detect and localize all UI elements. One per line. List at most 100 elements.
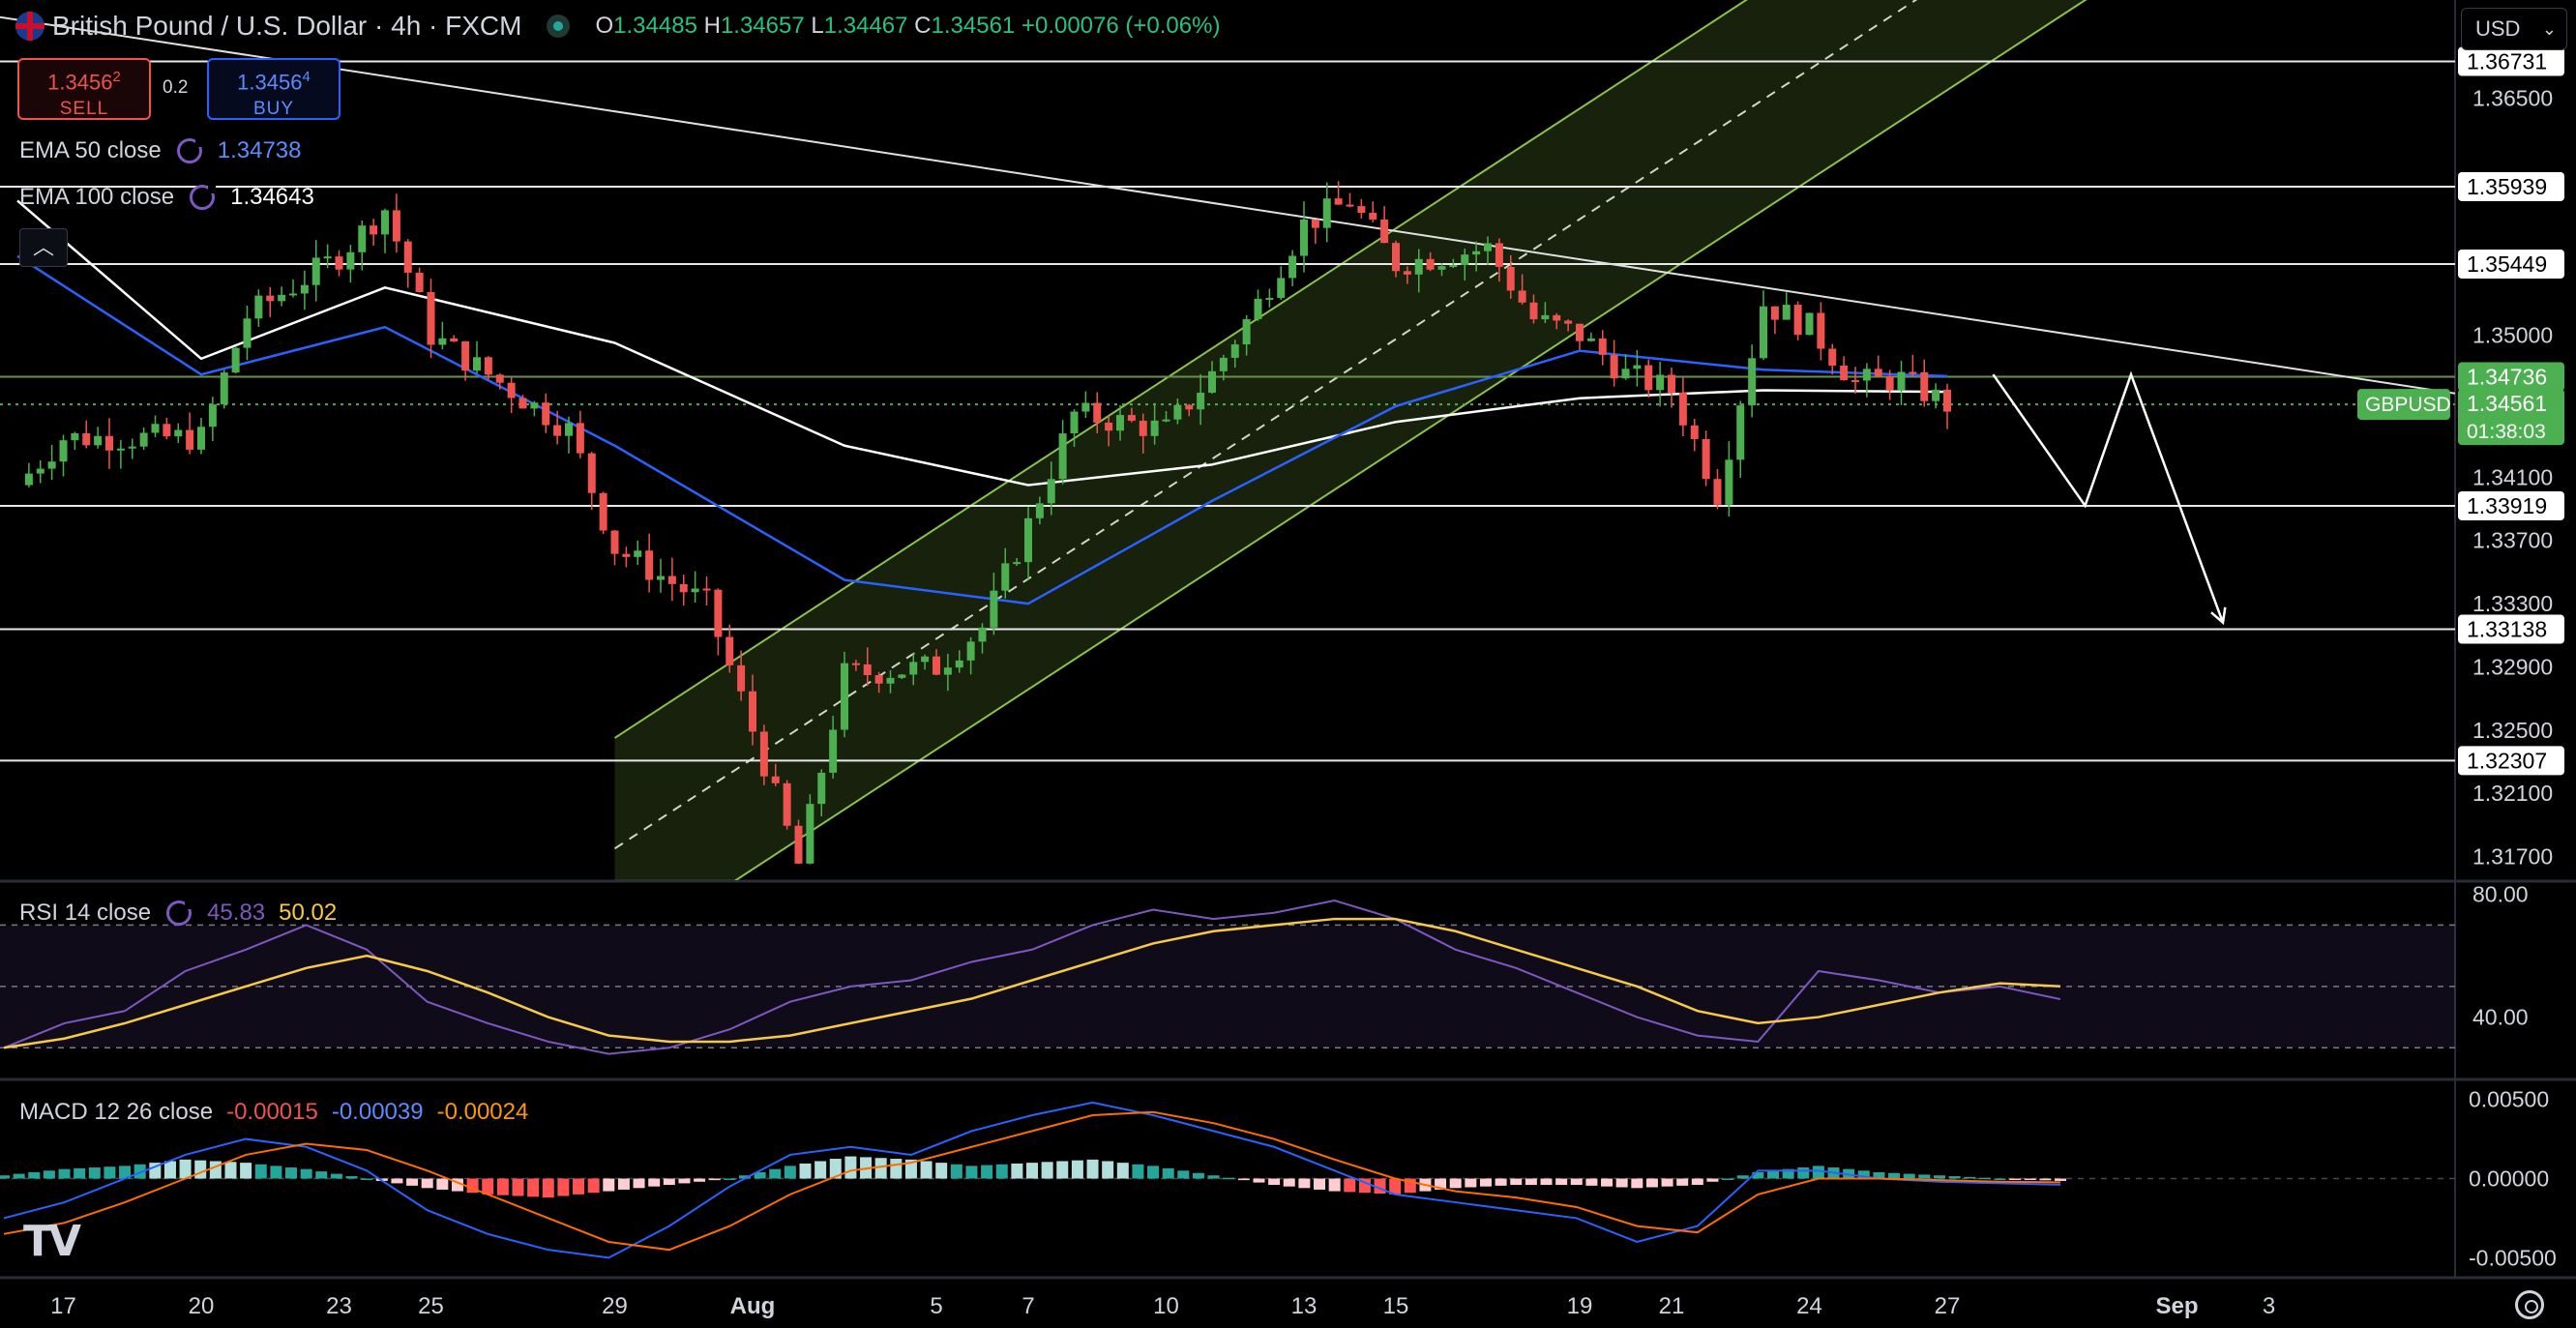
macd-histogram-bar [1086, 1159, 1099, 1179]
symbol-badge-bg [2357, 389, 2450, 421]
ema50-refresh-icon[interactable] [176, 138, 203, 163]
level-price-label-bg [2458, 46, 2564, 76]
ema100-line [16, 199, 1948, 487]
macd-histogram-bar [512, 1178, 524, 1196]
time-axis-tick: Sep [2155, 1293, 2198, 1319]
candle-body [933, 656, 940, 675]
rsi-line [3, 900, 2061, 1055]
candle-body [634, 550, 642, 557]
candle-body [1449, 265, 1458, 268]
collapse-legend-button[interactable]: ︿ [19, 228, 68, 267]
macd-legend[interactable]: MACD 12 26 close -0.00015 -0.00039 -0.00… [19, 1099, 528, 1126]
candle-body [1874, 369, 1882, 376]
ema50-value: 1.34738 [217, 137, 302, 163]
sell-button[interactable]: 1.34562 SELL [17, 58, 151, 120]
candle-body [610, 530, 619, 554]
macd-histogram-bar [1283, 1178, 1295, 1187]
macd-histogram-bar [890, 1159, 903, 1179]
candle-body [289, 293, 297, 296]
macd-histogram-bar [2009, 1178, 2022, 1180]
macd-histogram-bar [844, 1156, 857, 1179]
macd-histogram-bar [1071, 1160, 1083, 1179]
macd-histogram-bar [1570, 1178, 1583, 1186]
candle-body [978, 627, 987, 642]
macd-histogram-bar [1314, 1178, 1326, 1190]
macd-histogram-bar [1933, 1175, 1945, 1179]
candle-body [1909, 371, 1917, 374]
candle-body [484, 357, 492, 375]
ema100-legend[interactable]: EMA 100 close 1.34643 [19, 184, 314, 211]
candle-body [1529, 302, 1538, 320]
macd-histogram-bar [1268, 1178, 1281, 1186]
macd-histogram-bar [43, 1170, 55, 1179]
tradingview-logo[interactable]: TV [23, 1217, 81, 1266]
channel-lower-line [733, 0, 2087, 880]
macd-histogram-bar [2024, 1178, 2036, 1180]
level-price-label: 1.35449 [2467, 251, 2547, 277]
candle-body [1541, 314, 1550, 320]
candle-body [749, 691, 756, 732]
candle-body [943, 667, 952, 675]
candle-body [1495, 243, 1503, 267]
candle-body [771, 776, 780, 783]
chevron-up-icon: ︿ [32, 235, 54, 259]
candle-body [518, 398, 527, 409]
main-pane [0, 0, 2455, 880]
candle-body [587, 453, 596, 493]
candle-body [794, 825, 803, 864]
macd-histogram-bar [1994, 1178, 2006, 1180]
macd-histogram-bar [391, 1178, 403, 1184]
candle-body [128, 446, 136, 449]
ema50-line [16, 254, 1948, 605]
time-axis-tick: 23 [326, 1293, 352, 1319]
projection-path [1992, 370, 2225, 624]
time-axis-tick: 5 [930, 1293, 942, 1319]
macd-histogram-bar [1223, 1177, 1235, 1180]
candle-body [1943, 389, 1951, 412]
macd-histogram-bar [119, 1166, 132, 1179]
macd-histogram-bar [436, 1178, 449, 1190]
candle-body [1644, 365, 1653, 391]
candle-body [874, 675, 883, 684]
macd-histogram-bar [270, 1166, 282, 1179]
macd-histogram-bar [1857, 1170, 1870, 1179]
macd-histogram-bar [1056, 1161, 1069, 1179]
candle-body [1897, 371, 1906, 391]
candle-body [1242, 319, 1251, 345]
candle-body [1932, 389, 1940, 401]
candle-body [1633, 365, 1642, 369]
ema50-legend[interactable]: EMA 50 close 1.34738 [19, 137, 302, 164]
price-axis-tick: 1.31700 [2472, 843, 2553, 869]
ema100-value: 1.34643 [230, 184, 314, 210]
macd-histogram-bar [708, 1178, 721, 1181]
time-axis-tick: 25 [418, 1293, 444, 1319]
candle-body [59, 440, 68, 462]
candle-body [1564, 320, 1573, 324]
macd-histogram-bar [1766, 1170, 1779, 1179]
candle-body [553, 425, 562, 436]
buy-button[interactable]: 1.34564 BUY [207, 58, 341, 120]
candle-body [1001, 563, 1010, 591]
currency-select[interactable]: USD ⌄ [2461, 8, 2567, 50]
candle-body [783, 782, 791, 826]
candle-body [1277, 278, 1286, 298]
gear-icon[interactable] [2515, 1290, 2544, 1319]
candle-body [82, 432, 91, 446]
candle-body [1862, 369, 1871, 381]
candle-body [1426, 258, 1435, 270]
candle-body [898, 674, 906, 678]
rsi-legend[interactable]: RSI 14 close 45.83 50.02 [19, 900, 337, 927]
candle-body [1770, 306, 1779, 320]
macd-histogram-bar [496, 1178, 509, 1195]
rsi-refresh-icon[interactable] [166, 900, 193, 926]
symbol-title[interactable]: British Pound / U.S. Dollar · 4h · FXCM [52, 11, 522, 41]
macd-histogram-bar [1389, 1178, 1402, 1195]
ema100-refresh-icon[interactable] [190, 185, 217, 210]
candle-body [1598, 338, 1607, 355]
candle-body [266, 295, 275, 302]
macd-histogram-bar [88, 1167, 101, 1179]
candle-body [1254, 298, 1262, 320]
macd-label: MACD 12 26 close [19, 1099, 214, 1125]
macd-histogram-bar [557, 1178, 570, 1196]
